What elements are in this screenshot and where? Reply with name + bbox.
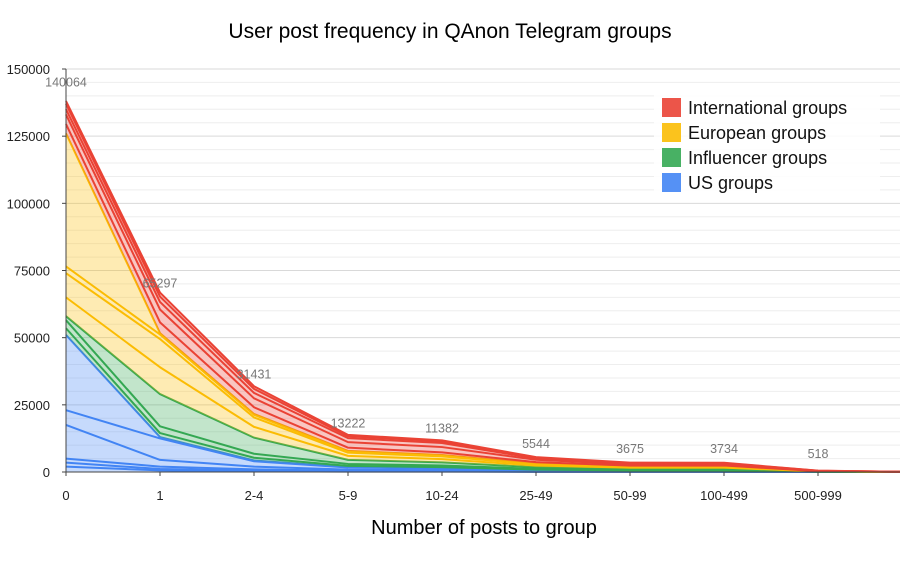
axes: 0 25000 50000 75000 100000 125000 150000 0 1 2-4 5… [7,62,900,503]
x-tick-label: 0 [62,488,69,503]
data-label: 518 [808,447,829,461]
data-label: 3675 [616,442,644,456]
x-tick-label: 25-49 [519,488,552,503]
x-tick-label: 5-9 [339,488,358,503]
legend-label-european-groups: European groups [688,123,826,143]
data-label: 5544 [522,437,550,451]
series-line-international-groups [65,100,900,473]
y-tick-label: 150000 [7,62,50,77]
chart-title: User post frequency in QAnon Telegram gr… [228,20,672,43]
data-label: 3734 [710,442,738,456]
y-tick-label: 25000 [14,398,50,413]
x-tick-label: 100-499 [700,488,748,503]
data-labels: 140064 65297 31431 13222 11382 5544 3675 3734 51… [45,76,829,461]
legend-swatch-influencer-groups [662,148,681,167]
x-axis-title: Number of posts to group [371,517,597,539]
legend-swatch-international-groups [662,98,681,117]
x-tick-label: 1 [156,488,163,503]
y-tick-label: 100000 [7,196,50,211]
data-label: 11382 [425,421,459,435]
x-tick-label: 10-24 [425,488,458,503]
y-tick-label: 75000 [14,264,50,279]
legend-label-us-groups: US groups [688,173,773,193]
y-tick-label: 0 [43,465,50,480]
area-layer-us-groups [66,466,900,472]
legend-swatch-european-groups [662,123,681,142]
x-tick-label: 2-4 [245,488,264,503]
data-label: 140064 [45,76,87,90]
legend-label-international-groups: International groups [688,98,847,118]
legend-label-influencer-groups: Influencer groups [688,148,827,168]
data-label: 13222 [331,416,366,430]
x-tick-label: 500-999 [794,488,842,503]
y-tick-label: 125000 [7,129,50,144]
legend: International groups European groups Influ… [654,90,880,194]
data-label: 65297 [143,277,178,291]
y-tick-label: 50000 [14,331,50,346]
legend-swatch-us-groups [662,173,681,192]
legend-background [654,90,880,194]
x-tick-label: 50-99 [613,488,646,503]
data-label: 31431 [237,368,272,382]
